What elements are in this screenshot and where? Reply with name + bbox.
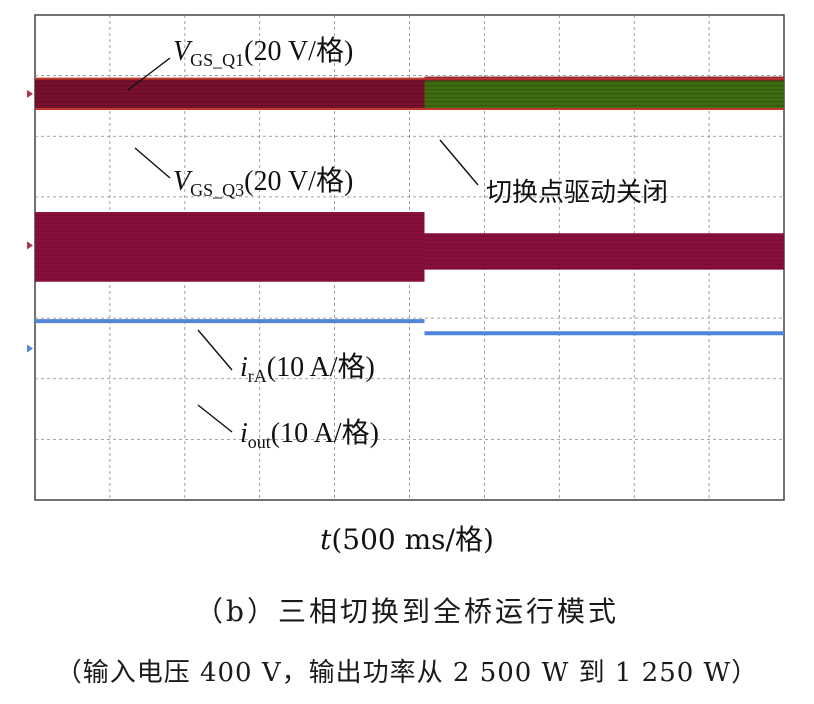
oscilloscope-plot [27, 14, 785, 501]
x-axis-label: t(500 ms/格) [320, 523, 494, 556]
channel-marker [27, 344, 33, 353]
leader-line [197, 329, 233, 371]
trace-v-gs-q3-after [424, 78, 784, 109]
label-switch-point: 切换点驱动关闭 [486, 178, 669, 208]
leader-line [197, 404, 233, 433]
trace-i-ra-before [35, 212, 425, 282]
figure-caption-title: （b）三相切换到全桥运行模式 [195, 595, 619, 628]
trace-i-ra-after [424, 233, 784, 270]
label-iout: iout(10 A/格) [240, 418, 379, 452]
channel-marker [27, 241, 33, 250]
figure-caption-conditions: （输入电压 400 V，输出功率从 2 500 W 到 1 250 W） [55, 658, 759, 688]
trace-v-gs-q1-before [35, 78, 425, 109]
channel-marker [27, 89, 33, 98]
annotation-leaders [127, 57, 479, 433]
leader-line [127, 57, 171, 91]
leader-line [134, 147, 171, 179]
label-vgs-q3: VGS_Q3(20 V/格) [173, 166, 354, 200]
leader-line [439, 139, 479, 186]
plot-traces [27, 76, 784, 353]
label-vgs-q1: VGS_Q1(20 V/格) [173, 36, 354, 70]
label-ira: irA(10 A/格) [240, 352, 375, 386]
